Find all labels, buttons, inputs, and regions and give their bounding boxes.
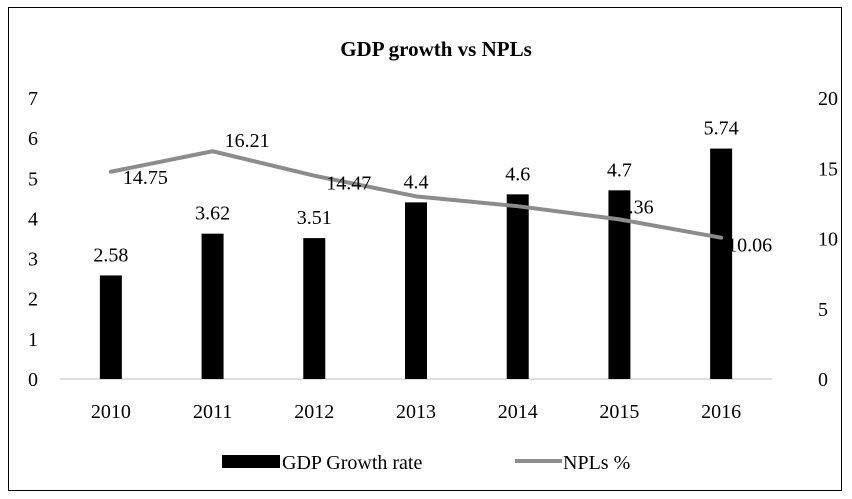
bar xyxy=(201,233,224,379)
bar-series xyxy=(99,148,733,379)
line-data-label: 16.21 xyxy=(225,130,270,152)
x-tick-label: 2013 xyxy=(396,401,436,423)
bar-data-label: 3.51 xyxy=(297,207,332,229)
legend: GDP Growth rate NPLs % xyxy=(222,452,630,474)
x-tick-label: 2011 xyxy=(193,401,232,423)
legend-line-label: NPLs % xyxy=(563,452,630,474)
legend-bar-swatch xyxy=(222,455,280,468)
left-axis-ticks: 0 1 2 3 4 5 6 7 xyxy=(28,88,38,391)
line-data-label: 10.06 xyxy=(727,235,772,257)
line-data-label: 14.75 xyxy=(123,167,168,189)
right-tick-label: 20 xyxy=(818,88,838,110)
left-tick-label: 6 xyxy=(28,128,38,150)
x-tick-label: 2015 xyxy=(599,401,639,423)
chart-title: GDP growth vs NPLs xyxy=(340,37,532,61)
right-tick-label: 10 xyxy=(818,229,838,251)
bar xyxy=(608,190,631,379)
x-tick-label: 2016 xyxy=(701,401,741,423)
line-data-label: 11.36 xyxy=(609,196,653,218)
right-tick-label: 0 xyxy=(818,369,828,391)
left-tick-label: 3 xyxy=(28,249,38,271)
right-axis-ticks: 0 5 10 15 20 xyxy=(818,88,838,391)
bar-data-labels: 2.58 3.62 3.51 4.4 4.6 4.7 5.74 xyxy=(93,118,738,267)
bar xyxy=(405,202,427,379)
bar-data-label: 2.58 xyxy=(93,244,128,266)
x-tick-label: 2010 xyxy=(91,401,131,423)
bar xyxy=(99,275,122,379)
bar-data-label: 4.6 xyxy=(505,163,530,185)
bar-data-label: 4.7 xyxy=(607,159,632,181)
left-tick-label: 4 xyxy=(28,208,38,230)
bar xyxy=(303,238,326,379)
x-axis-ticks: 2010 2011 2012 2013 2014 2015 2016 xyxy=(91,401,741,423)
line-data-labels: 14.75 16.21 14.47 11.36 10.06 xyxy=(123,130,772,256)
bar-data-label: 4.4 xyxy=(404,171,429,193)
right-tick-label: 5 xyxy=(818,299,828,321)
left-tick-label: 0 xyxy=(28,369,38,391)
bar-data-label: 3.62 xyxy=(195,203,230,225)
left-tick-label: 7 xyxy=(28,88,38,110)
left-tick-label: 1 xyxy=(28,329,38,351)
line-series xyxy=(108,149,724,240)
legend-bar-label: GDP Growth rate xyxy=(282,452,422,474)
bar-data-label: 5.74 xyxy=(704,118,739,140)
x-tick-label: 2012 xyxy=(294,401,334,423)
x-tick-label: 2014 xyxy=(498,401,538,423)
left-tick-label: 2 xyxy=(28,289,38,311)
line-data-label: 14.47 xyxy=(326,173,371,195)
bar xyxy=(710,148,733,379)
bar xyxy=(506,194,529,379)
right-tick-label: 15 xyxy=(818,158,838,180)
left-tick-label: 5 xyxy=(28,168,38,190)
